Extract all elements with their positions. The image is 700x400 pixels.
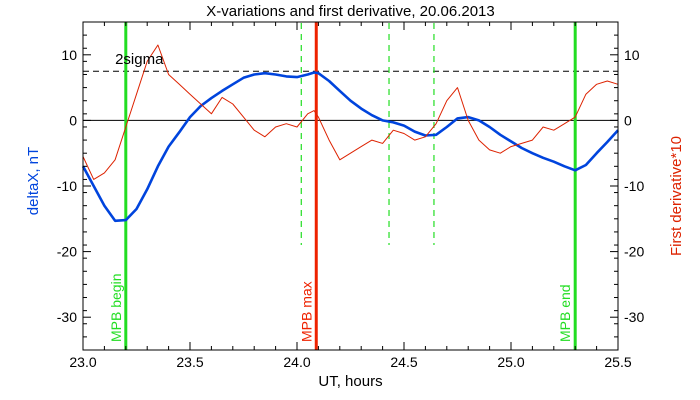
y-tick-label-left-3: -20	[57, 244, 77, 260]
vline-label-0: MPB begin	[108, 274, 124, 342]
y-tick-label-left-2: -10	[57, 178, 77, 194]
y-axis-label-right: First derivative*10	[668, 136, 685, 256]
y-tick-label-left-0: 10	[61, 47, 77, 63]
threshold-label: 2sigma	[115, 51, 164, 68]
y-tick-label-right-3: -20	[624, 244, 644, 260]
x-axis-label: UT, hours	[318, 373, 382, 390]
x-tick-label-4: 25.0	[497, 354, 524, 370]
y-tick-label-right-4: -30	[624, 309, 644, 325]
vline-label-2: MPB max	[298, 281, 314, 342]
vline-label-5: MPB end	[557, 284, 573, 342]
y-tick-label-right-2: -10	[624, 178, 644, 194]
x-tick-label-2: 24.0	[283, 354, 310, 370]
y-axis-label-left: deltaX, nT	[25, 147, 42, 215]
y-tick-label-left-4: -30	[57, 309, 77, 325]
series-line-1	[82, 44, 619, 180]
x-tick-label-5: 25.5	[604, 354, 631, 370]
y-tick-label-right-0: 10	[624, 47, 640, 63]
series-line-0	[81, 71, 619, 223]
x-tick-label-1: 23.5	[176, 354, 203, 370]
x-tick-label-3: 24.5	[390, 354, 417, 370]
chart-title: X-variations and first derivative, 20.06…	[206, 3, 495, 20]
y-tick-label-right-1: 0	[624, 112, 632, 128]
y-tick-label-left-1: 0	[69, 112, 77, 128]
x-tick-label-0: 23.0	[69, 354, 96, 370]
